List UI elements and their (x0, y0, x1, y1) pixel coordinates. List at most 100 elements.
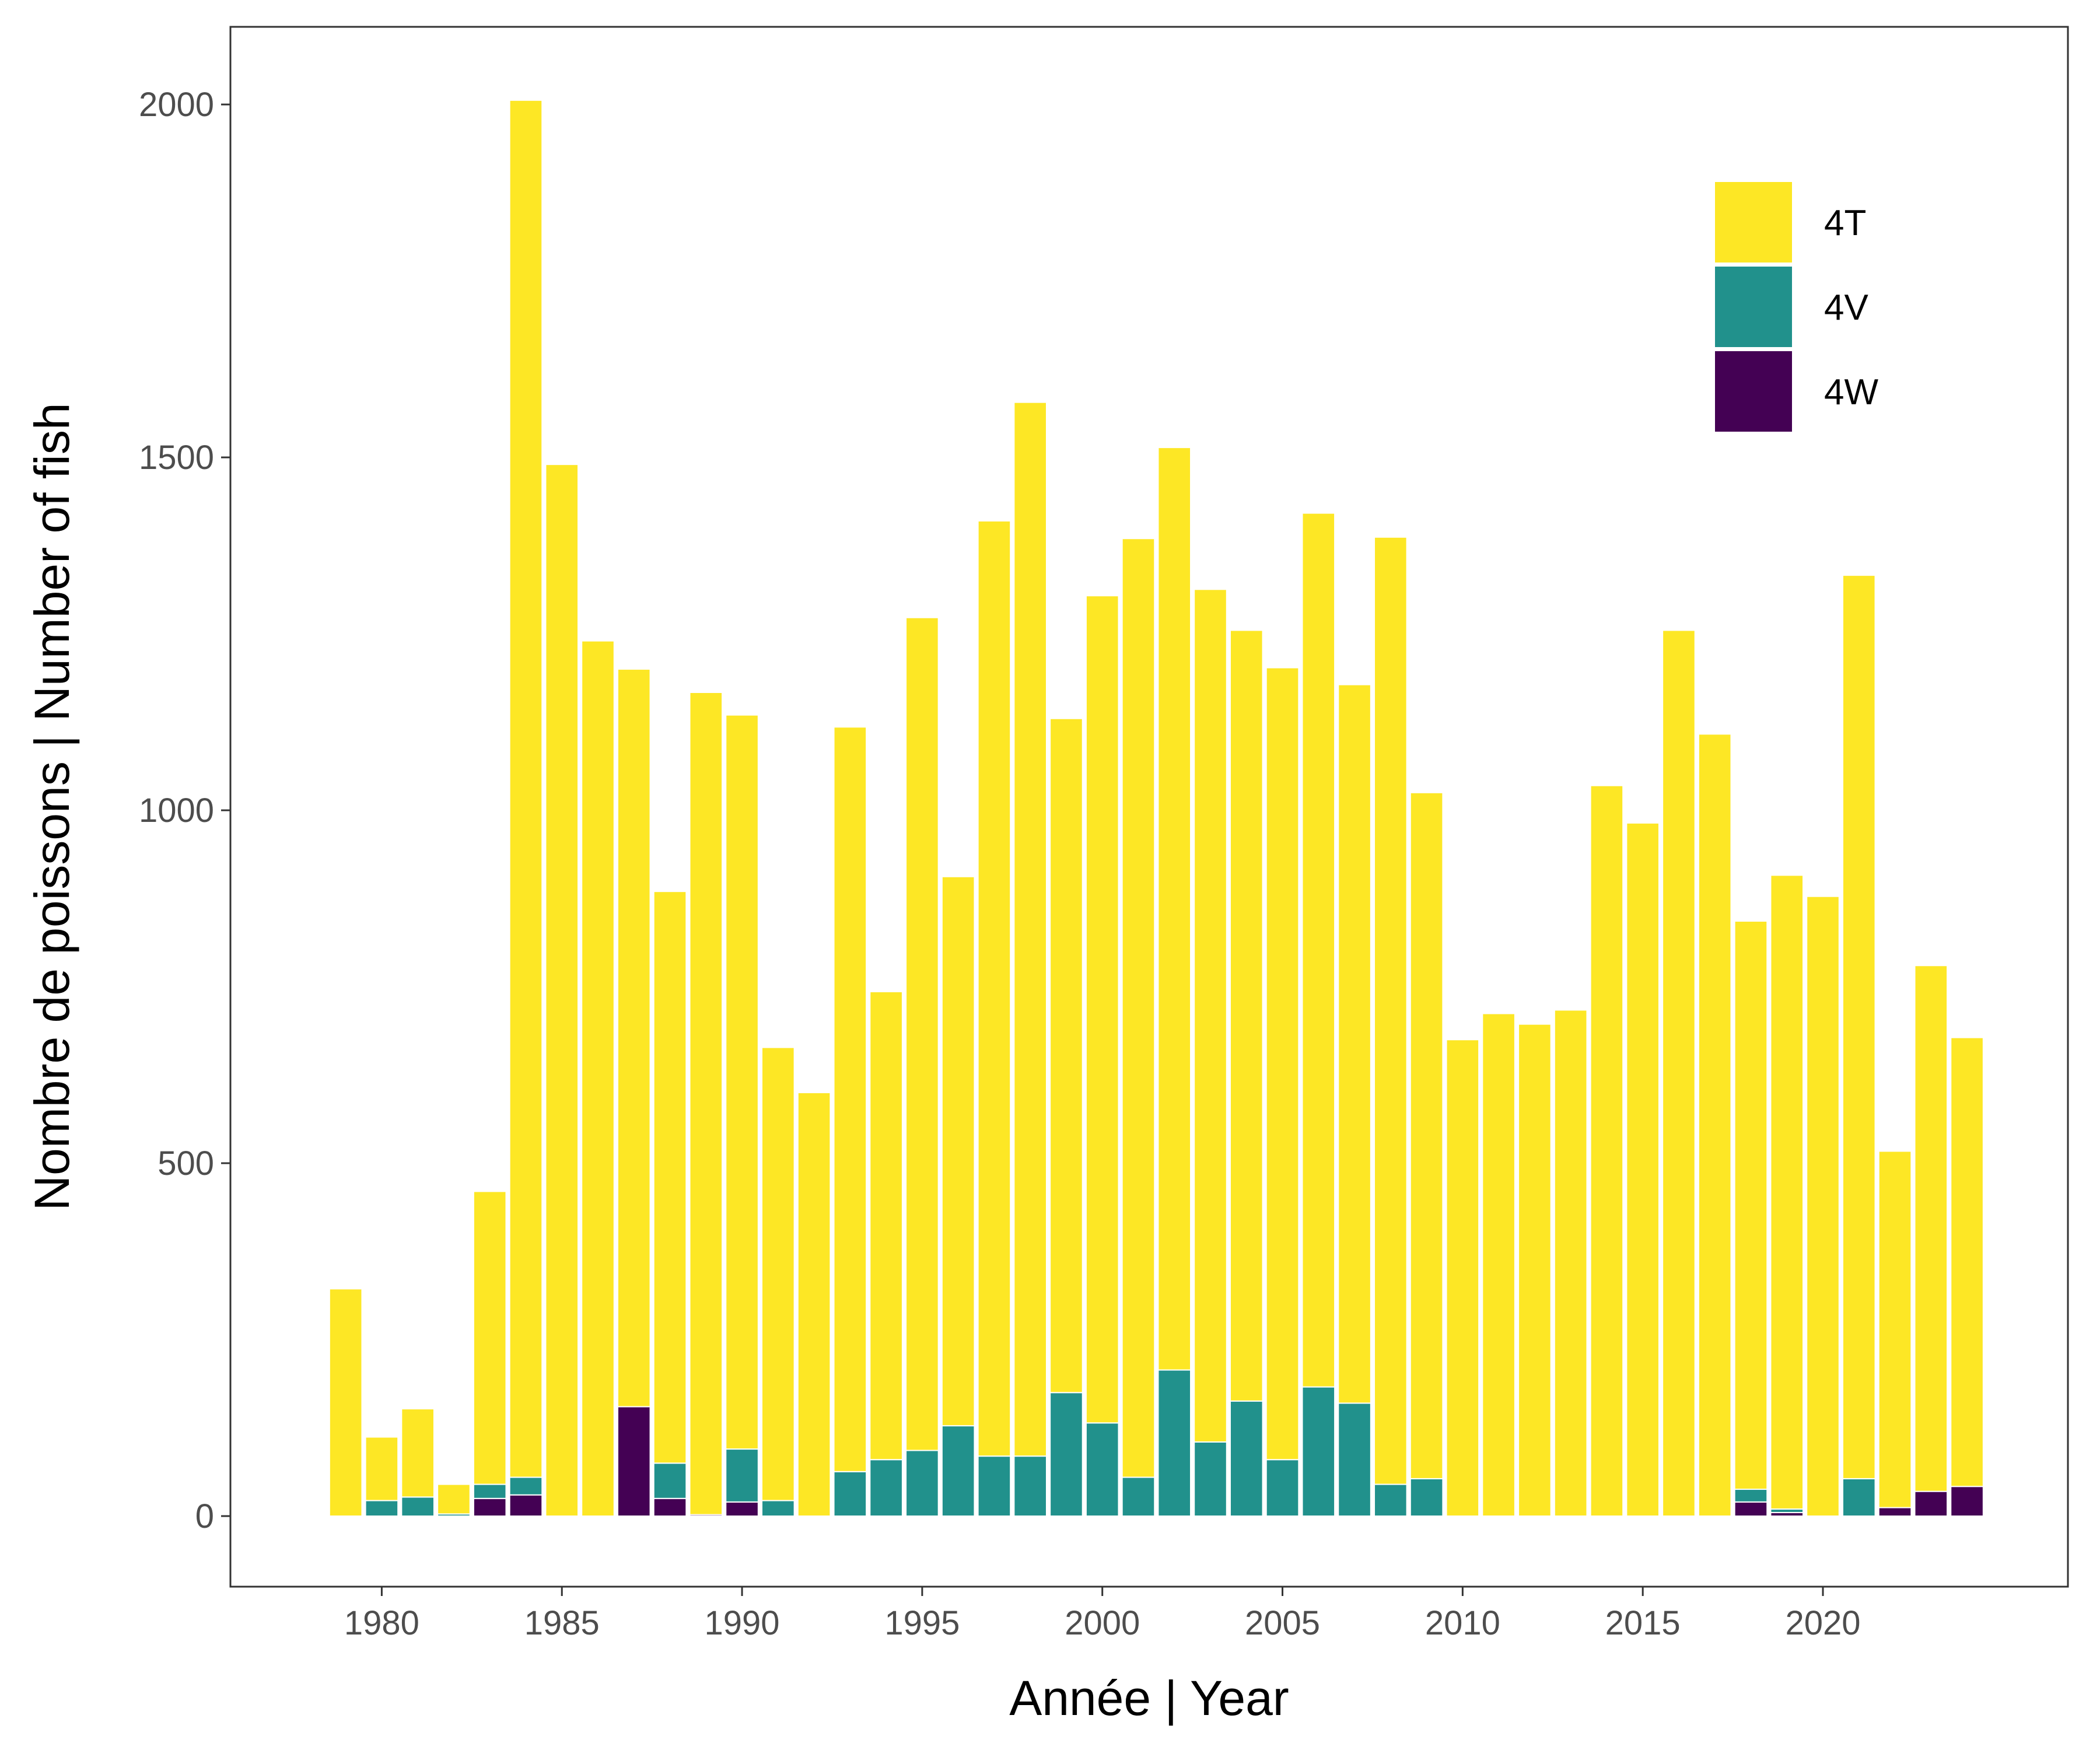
bar-4V-2007 (1338, 1402, 1371, 1517)
bar-4V-1996 (941, 1425, 975, 1517)
bar-4V-1995 (905, 1450, 939, 1517)
y-tick-label-1500: 1500 (139, 439, 214, 477)
bar-4T-2021 (1842, 575, 1876, 1479)
bar-4T-1989 (689, 691, 723, 1516)
bar-4T-2001 (1121, 538, 1156, 1478)
bar-4T-1983 (473, 1191, 507, 1485)
bar-4T-1997 (977, 520, 1012, 1457)
bar-4V-1984 (509, 1476, 543, 1496)
bar-4T-2010 (1446, 1039, 1480, 1517)
bar-4T-2015 (1626, 822, 1660, 1517)
bars-group (328, 99, 1984, 1517)
x-tick-label-2005: 2005 (1245, 1604, 1320, 1642)
bar-4T-2023 (1914, 965, 1948, 1492)
y-axis-title: Nombre de poissons | Number of fish (24, 402, 79, 1210)
bar-4W-2018 (1734, 1501, 1768, 1517)
bar-4V-1990 (725, 1448, 759, 1503)
bar-4V-1994 (869, 1459, 903, 1517)
bar-4T-2004 (1229, 629, 1264, 1402)
bar-4T-2007 (1338, 684, 1371, 1404)
legend: 4T 4V 4W (1715, 182, 1878, 432)
bar-4T-1993 (833, 726, 867, 1472)
bar-4T-1988 (653, 891, 687, 1464)
bar-4V-2021 (1842, 1478, 1876, 1517)
x-tick-label-2015: 2015 (1605, 1604, 1681, 1642)
bar-4T-2002 (1157, 447, 1192, 1371)
bar-4T-2012 (1518, 1023, 1552, 1517)
bar-4V-2018 (1734, 1489, 1768, 1503)
bar-4W-2024 (1950, 1486, 1984, 1517)
bar-4V-1997 (977, 1455, 1012, 1517)
bar-4W-1988 (653, 1497, 687, 1517)
y-tick-label-1000: 1000 (139, 792, 214, 830)
bar-4T-2016 (1662, 629, 1696, 1517)
x-tick-label-1990: 1990 (705, 1604, 780, 1642)
bar-4T-2017 (1698, 733, 1732, 1517)
bar-4T-2019 (1770, 874, 1804, 1510)
bar-4T-2014 (1590, 785, 1624, 1517)
bar-4T-1986 (581, 640, 615, 1517)
bar-4V-2004 (1229, 1400, 1264, 1517)
x-tick-label-2010: 2010 (1425, 1604, 1500, 1642)
bar-4V-1980 (365, 1500, 399, 1517)
bar-4T-2020 (1806, 895, 1840, 1517)
bar-4T-1996 (941, 876, 975, 1427)
plot-panel-border (229, 26, 2069, 1588)
bar-4T-1985 (545, 464, 579, 1517)
bar-4T-1995 (905, 617, 939, 1451)
bar-4V-2003 (1194, 1441, 1227, 1517)
y-axis: 0 500 1000 1500 2000 (139, 86, 230, 1535)
bar-4T-1984 (509, 99, 543, 1478)
y-tick-label-500: 500 (158, 1144, 214, 1182)
x-tick-label-1995: 1995 (884, 1604, 960, 1642)
bar-4V-2002 (1157, 1369, 1192, 1517)
bar-4T-2018 (1734, 921, 1768, 1490)
y-tick-label-2000: 2000 (139, 86, 214, 124)
bar-4T-1994 (869, 991, 903, 1461)
x-axis-title: Année | Year (1009, 1671, 1289, 1726)
bar-4W-2022 (1878, 1507, 1912, 1517)
bar-4T-2013 (1553, 1009, 1588, 1517)
bar-4T-2024 (1950, 1037, 1984, 1488)
y-tick-label-0: 0 (195, 1497, 214, 1535)
bar-4V-1991 (761, 1500, 795, 1517)
bar-4T-2022 (1878, 1150, 1912, 1508)
legend-label-4T: 4T (1824, 203, 1866, 243)
x-tick-label-2020: 2020 (1785, 1604, 1860, 1642)
bar-4T-1991 (761, 1046, 795, 1502)
bar-4T-1980 (365, 1436, 399, 1502)
bar-4W-1983 (473, 1497, 507, 1517)
legend-key-4T (1715, 182, 1792, 262)
bar-4V-2006 (1301, 1386, 1336, 1517)
legend-key-4V (1715, 267, 1792, 347)
bar-4T-1982 (437, 1483, 471, 1515)
bar-4T-1998 (1013, 401, 1047, 1457)
bar-4V-2009 (1409, 1478, 1444, 1517)
bar-4T-1992 (797, 1092, 831, 1517)
x-tick-label-1985: 1985 (524, 1604, 600, 1642)
bar-4T-2005 (1265, 667, 1300, 1461)
x-tick-label-2000: 2000 (1065, 1604, 1140, 1642)
bar-4T-2003 (1194, 589, 1227, 1443)
legend-key-4W (1715, 351, 1792, 432)
legend-label-4W: 4W (1824, 372, 1878, 412)
bar-4T-2011 (1482, 1013, 1516, 1517)
bar-4V-1981 (401, 1496, 435, 1517)
bar-4T-1979 (328, 1288, 363, 1517)
bar-4T-2000 (1085, 595, 1119, 1424)
bar-4W-1990 (725, 1501, 759, 1517)
legend-label-4V: 4V (1824, 288, 1868, 328)
bar-4V-1983 (473, 1483, 507, 1499)
bar-4V-1998 (1013, 1455, 1047, 1517)
x-tick-label-1980: 1980 (344, 1604, 419, 1642)
x-axis: 1980 1985 1990 1995 2000 2005 2010 2015 2020 (344, 1587, 1861, 1642)
bar-4T-1999 (1049, 718, 1083, 1394)
bar-4T-1990 (725, 714, 759, 1450)
bar-4V-2001 (1121, 1476, 1156, 1517)
bar-4W-1984 (509, 1494, 543, 1517)
bar-4V-2005 (1265, 1459, 1300, 1517)
bar-4V-2000 (1085, 1422, 1119, 1517)
bar-4V-2008 (1374, 1483, 1408, 1517)
bar-4V-1988 (653, 1462, 687, 1499)
